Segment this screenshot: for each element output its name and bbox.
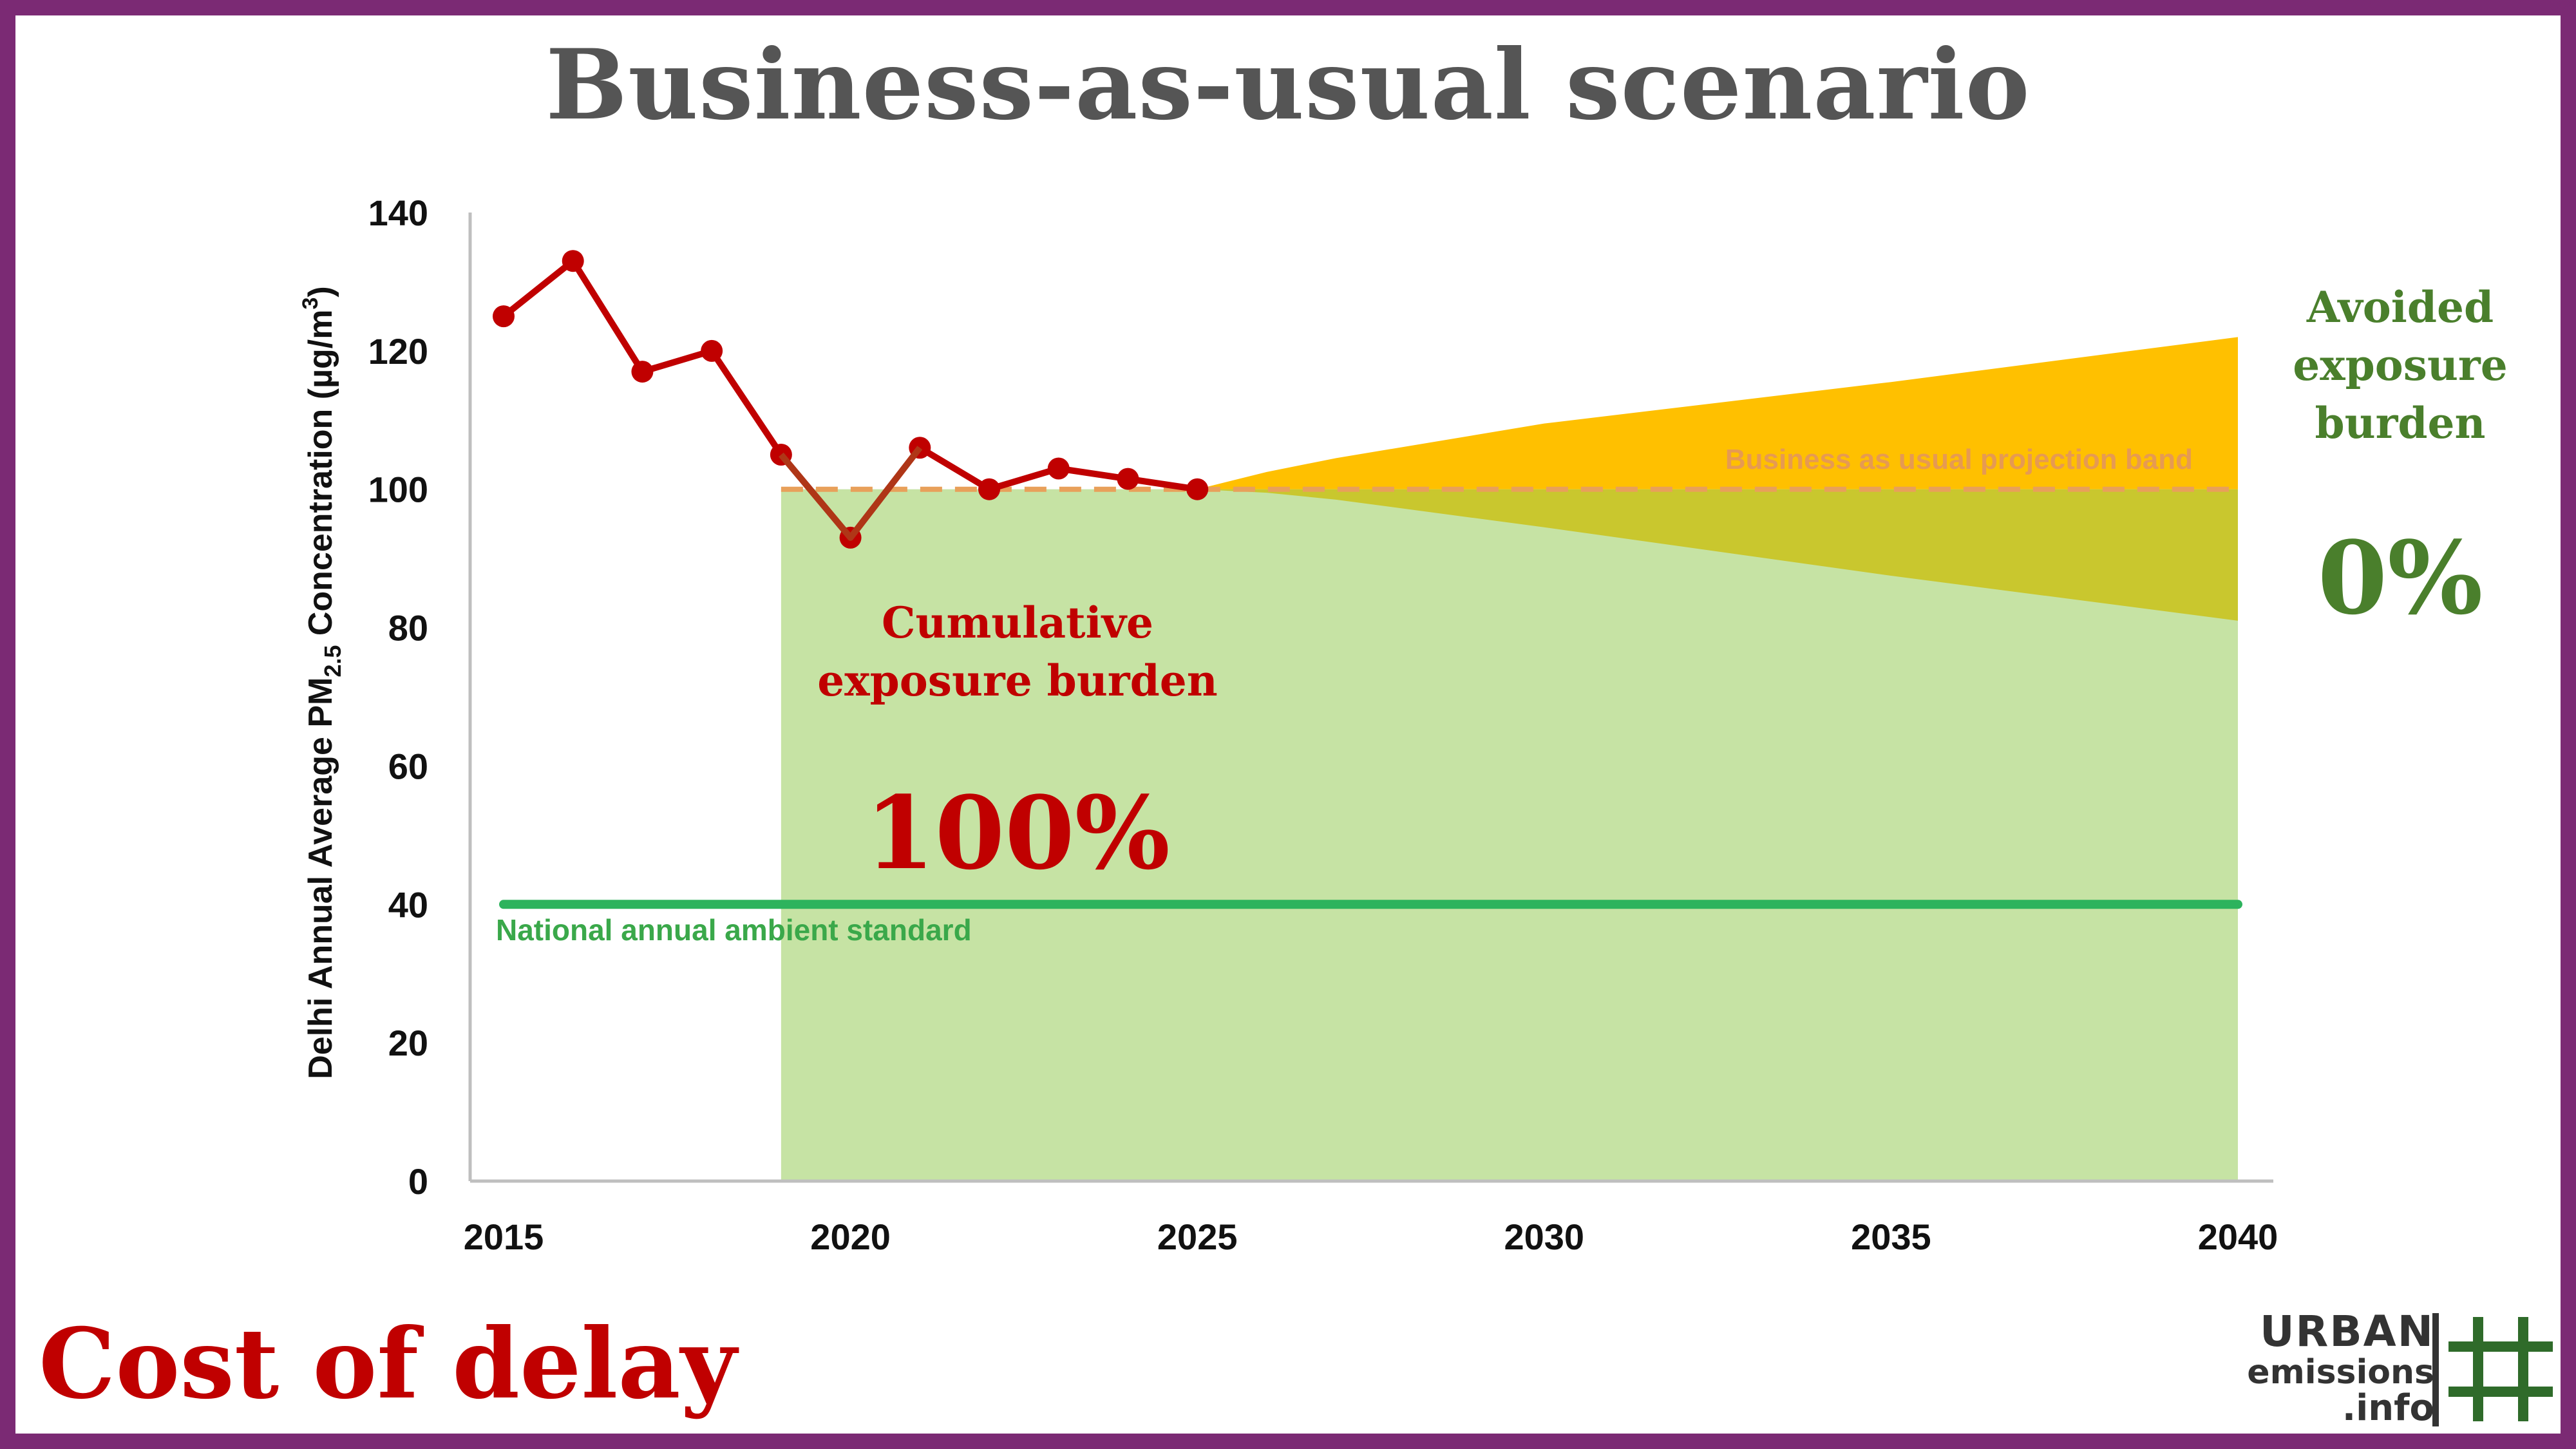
- logo-divider: [2432, 1313, 2439, 1426]
- data-point-2016: [562, 250, 584, 272]
- x-tick-2020: 2020: [810, 1217, 891, 1257]
- data-point-2018: [701, 339, 723, 362]
- hash-grid-icon: [2448, 1317, 2553, 1421]
- observed-series-overlap-segment: [779, 446, 923, 541]
- logo-line-emissions: emissions: [2247, 1353, 2434, 1392]
- avoided-label-line1: Avoided: [2306, 282, 2494, 332]
- logo-line-urban: URBAN: [2259, 1307, 2434, 1356]
- cumulative-burden-value: 100%: [865, 774, 1170, 892]
- avoided-burden-value: 0%: [2318, 519, 2483, 637]
- y-tick-20: 20: [388, 1023, 428, 1063]
- y-tick-60: 60: [388, 746, 428, 786]
- y-tick-120: 120: [368, 331, 428, 372]
- data-point-2025: [1186, 478, 1209, 500]
- y-tick-100: 100: [368, 469, 428, 510]
- avoided-label-line3: burden: [2315, 398, 2485, 448]
- cumulative-label-line1: Cumulative: [882, 598, 1153, 648]
- y-tick-40: 40: [388, 884, 428, 925]
- slide-title: Business-as-usual scenario: [545, 28, 2031, 142]
- data-point-2024: [1117, 468, 1139, 490]
- cumulative-label-line2: exposure burden: [817, 656, 1217, 706]
- x-tick-2015: 2015: [464, 1217, 544, 1257]
- projection-band-label: Business as usual projection band: [1725, 444, 2193, 475]
- urban-emissions-logo: URBAN emissions .info: [2247, 1311, 2563, 1433]
- projection-band-upper: [1197, 337, 2238, 489]
- y-axis-label: Delhi Annual Average PM2.5 Concentration…: [298, 286, 346, 1079]
- x-tick-2035: 2035: [1851, 1217, 1931, 1257]
- data-point-2023: [1047, 457, 1070, 480]
- x-tick-2025: 2025: [1157, 1217, 1238, 1257]
- data-point-2022: [978, 478, 1001, 500]
- avoided-label-line2: exposure: [2293, 340, 2507, 390]
- footer-title: Cost of delay: [39, 1307, 737, 1421]
- x-tick-2030: 2030: [1504, 1217, 1585, 1257]
- y-tick-80: 80: [388, 608, 428, 649]
- national-standard-label: National annual ambient standard: [496, 913, 972, 947]
- y-tick-140: 140: [368, 193, 428, 233]
- logo-line-info: .info: [2342, 1387, 2434, 1429]
- logo-text: URBAN emissions .info: [2247, 1311, 2434, 1426]
- x-tick-2040: 2040: [2198, 1217, 2278, 1257]
- cumulative-burden-area: [781, 489, 2239, 1181]
- data-point-2017: [631, 361, 654, 383]
- projection-band-lower: [1197, 489, 2238, 621]
- y-tick-0: 0: [408, 1161, 428, 1202]
- data-point-2015: [493, 305, 515, 328]
